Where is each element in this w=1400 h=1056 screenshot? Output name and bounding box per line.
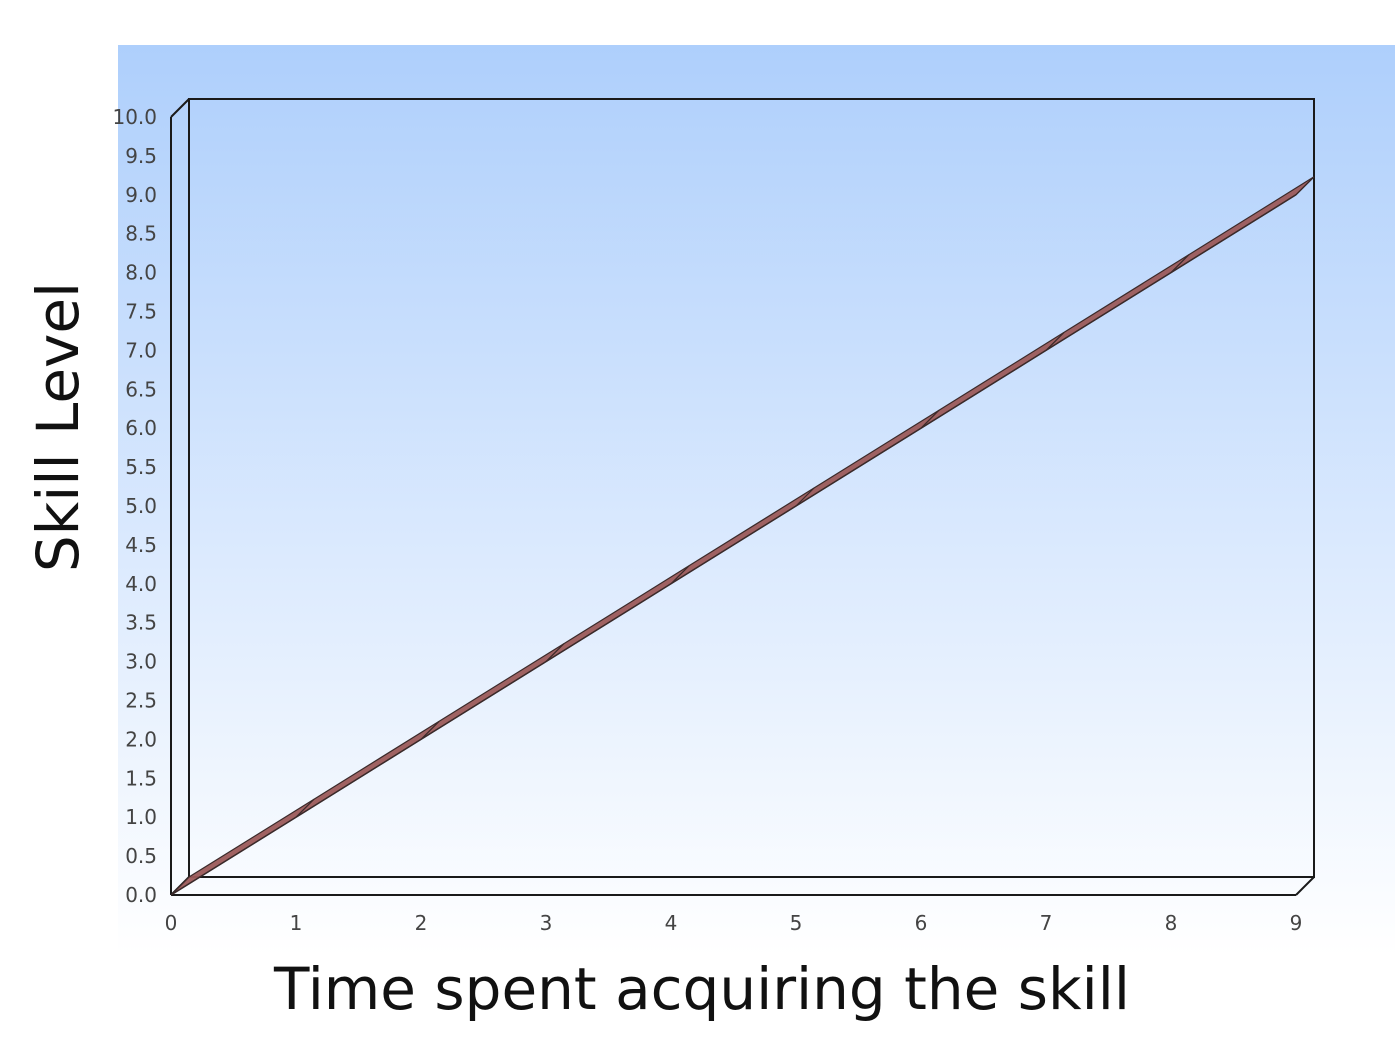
x-tick-label: 6: [915, 911, 928, 935]
series-point: [1045, 331, 1065, 351]
y-axis-ticks: 0.0 0.5 1.0 1.5 2.0 2.5 3.0 3.5 4.0 4.5 5.0 5.5 6.0 6…: [112, 105, 157, 907]
back-wall: [188, 98, 1315, 878]
y-tick-label: 10.0: [112, 105, 157, 129]
x-tick-label: 1: [290, 911, 303, 935]
x-tick-label: 4: [665, 911, 678, 935]
y-tick-label: 3.5: [125, 611, 157, 635]
y-tick-label: 1.5: [125, 766, 157, 790]
floor-right-edge: [1295, 876, 1315, 896]
series-point: [170, 876, 190, 896]
x-tick-label: 2: [415, 911, 428, 935]
x-tick-label: 5: [790, 911, 803, 935]
y-tick-label: 2.5: [125, 689, 157, 713]
y-tick-label: 1.0: [125, 805, 157, 829]
y-tick-label: 6.0: [125, 416, 157, 440]
left-wall-top-edge: [170, 98, 190, 118]
series-point: [420, 720, 440, 740]
series-point: [795, 487, 815, 507]
y-tick-label: 0.5: [125, 844, 157, 868]
x-axis-title: Time spent acquiring the skill: [273, 955, 1130, 1023]
y-axis-title: Skill Level: [24, 282, 92, 572]
x-axis-ticks: 0 1 2 3 4 5 6 7 8 9: [165, 911, 1303, 935]
series-group: [170, 176, 1315, 896]
series-line: [170, 194, 1297, 896]
x-tick-label: 8: [1165, 911, 1178, 935]
x-tick-label: 3: [540, 911, 553, 935]
series-point: [1295, 176, 1315, 196]
y-tick-label: 4.5: [125, 533, 157, 557]
y-tick-label: 2.0: [125, 727, 157, 751]
series-point: [545, 643, 565, 663]
series-point: [670, 565, 690, 585]
y-tick-label: 7.5: [125, 300, 157, 324]
y-tick-label: 5.5: [125, 455, 157, 479]
series-point: [1170, 254, 1190, 274]
y-tick-label: 9.0: [125, 183, 157, 207]
plot-frame: [170, 98, 1315, 896]
y-tick-label: 8.0: [125, 261, 157, 285]
y-tick-label: 4.0: [125, 572, 157, 596]
series-point: [295, 798, 315, 818]
y-tick-label: 3.0: [125, 650, 157, 674]
y-tick-label: 7.0: [125, 338, 157, 362]
y-tick-label: 5.0: [125, 494, 157, 518]
y-tick-label: 8.5: [125, 222, 157, 246]
x-tick-label: 7: [1040, 911, 1053, 935]
y-tick-label: 6.5: [125, 377, 157, 401]
y-tick-label: 0.0: [125, 883, 157, 907]
y-tick-label: 9.5: [125, 144, 157, 168]
series-point: [920, 409, 940, 429]
x-tick-label: 9: [1290, 911, 1303, 935]
plot-background: [118, 45, 1395, 955]
x-tick-label: 0: [165, 911, 178, 935]
